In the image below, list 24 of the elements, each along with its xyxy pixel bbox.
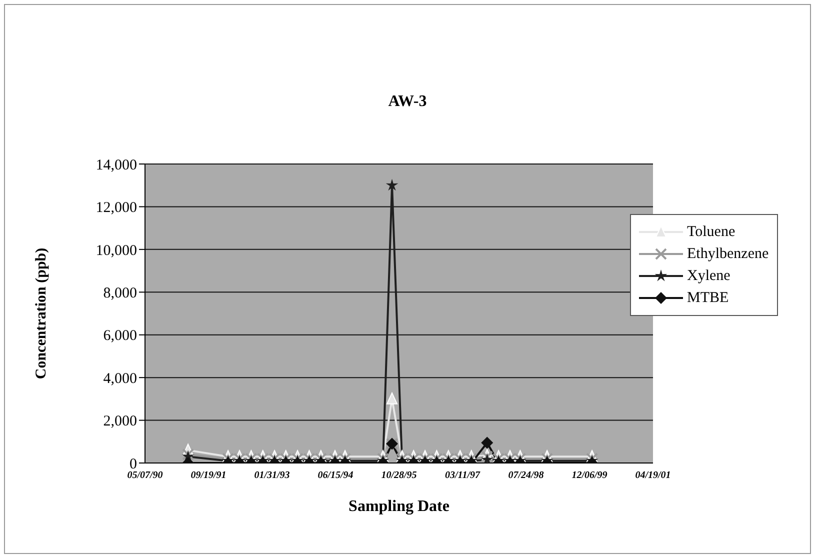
x-tick-label: 03/11/97: [444, 470, 481, 482]
x-tick-label: 06/15/94: [318, 470, 354, 482]
y-axis-title: Concentration (ppb): [33, 248, 50, 380]
legend-label: MTBE: [687, 290, 729, 306]
y-tick-label: 0: [130, 456, 137, 472]
x-tick-label: 01/31/93: [254, 470, 290, 482]
chart-title: AW-3: [387, 93, 428, 111]
y-tick-label: 10,000: [96, 242, 137, 259]
y-tick-label: 12,000: [96, 200, 137, 216]
legend-label: Xylene: [687, 268, 730, 284]
y-tick-label: 2,000: [103, 414, 137, 430]
y-tick-label: 8,000: [103, 285, 137, 302]
y-tick-label: 6,000: [103, 328, 137, 344]
x-tick-label: 09/19/91: [190, 470, 226, 482]
x-tick-label: 05/07/90: [127, 470, 163, 482]
legend-label: Toluene: [687, 224, 736, 240]
x-tick-label: 12/06/99: [572, 470, 608, 482]
y-tick-label: 4,000: [103, 370, 137, 387]
x-tick-label: 10/28/95: [381, 470, 417, 482]
x-tick-label: 04/19/01: [635, 470, 671, 482]
x-tick-label: 07/24/98: [508, 470, 544, 482]
legend-label: Ethylbenzene: [687, 246, 769, 262]
y-tick-label: 14,000: [96, 157, 137, 174]
x-axis-title: Sampling Date: [348, 498, 450, 515]
